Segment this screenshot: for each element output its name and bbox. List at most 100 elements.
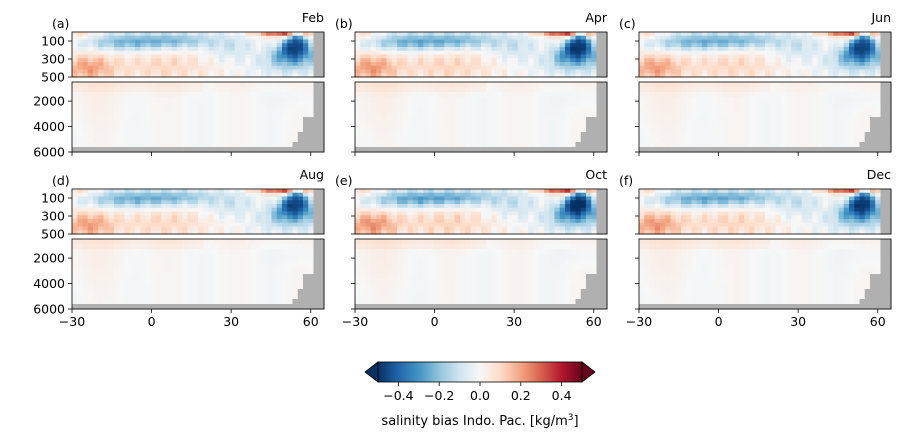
heatmap-cell — [502, 43, 508, 48]
heatmap-cell — [449, 47, 456, 52]
heatmap-cell — [454, 127, 461, 133]
heatmap-cell — [161, 117, 168, 123]
heatmap-cell — [129, 192, 136, 198]
heatmap-cell — [261, 215, 267, 220]
heatmap-cell — [161, 122, 168, 128]
heatmap-cell — [639, 147, 645, 153]
heatmap-cell — [796, 132, 803, 138]
heatmap-cell — [98, 204, 105, 209]
heatmap-cell — [203, 39, 210, 44]
heatmap-cell — [723, 137, 729, 143]
heatmap-cell — [460, 117, 466, 123]
heatmap-cell — [449, 35, 456, 41]
heatmap-cell — [156, 189, 162, 194]
heatmap-cell — [460, 147, 466, 153]
heatmap-cell — [192, 294, 199, 300]
heatmap-cell — [192, 73, 199, 78]
heatmap-cell — [145, 73, 152, 78]
heatmap-cell — [707, 132, 714, 138]
heatmap-cell — [691, 127, 698, 133]
heatmap-cell — [644, 32, 651, 37]
heatmap-cell — [182, 87, 189, 93]
heatmap-cell — [507, 117, 514, 123]
heatmap-cell — [875, 47, 882, 52]
heatmap-cell — [838, 43, 845, 48]
heatmap-cell — [203, 47, 210, 52]
heatmap-cell — [266, 254, 273, 260]
heatmap-cell — [843, 117, 850, 123]
heatmap-cell — [114, 200, 120, 205]
heatmap-cell — [817, 65, 824, 71]
heatmap-cell — [287, 207, 294, 213]
heatmap-cell — [702, 62, 708, 67]
heatmap-cell — [82, 219, 89, 224]
heatmap-cell — [161, 289, 168, 295]
heatmap-cell — [255, 97, 262, 103]
heatmap-cell — [675, 32, 682, 37]
heatmap-cell — [864, 43, 871, 48]
heatmap-cell — [282, 284, 288, 290]
heatmap-cell — [171, 211, 178, 216]
heatmap-cell — [370, 54, 377, 59]
heatmap-cell — [460, 92, 466, 98]
heatmap-cell — [796, 147, 803, 153]
heatmap-cell — [376, 73, 382, 78]
heatmap-cell — [177, 107, 183, 113]
heatmap-cell — [119, 54, 126, 59]
heatmap-cell — [533, 54, 540, 59]
lower-axes-frame — [354, 81, 608, 153]
heatmap-cell — [282, 279, 288, 285]
heatmap-cell — [570, 65, 577, 71]
heatmap-cell — [318, 39, 325, 44]
heatmap-cell — [72, 211, 78, 216]
heatmap-cell — [728, 58, 735, 63]
heatmap-cell — [376, 147, 382, 153]
heatmap-cell — [177, 200, 183, 205]
heatmap-cell — [72, 58, 78, 63]
heatmap-cell — [412, 69, 419, 74]
heatmap-cell — [454, 92, 461, 98]
heatmap-cell — [880, 137, 887, 143]
heatmap-cell — [114, 65, 120, 71]
heatmap-cell — [219, 117, 225, 123]
heatmap-cell — [565, 112, 571, 118]
heatmap-cell — [108, 274, 115, 280]
heatmap-cell — [502, 127, 508, 133]
heatmap-cell — [103, 200, 110, 205]
heatmap-cell — [885, 97, 892, 103]
heatmap-cell — [586, 97, 592, 103]
heatmap-cell — [554, 102, 561, 108]
heatmap-cell — [723, 87, 729, 93]
heatmap-cell — [759, 102, 766, 108]
heatmap-cell — [187, 58, 194, 63]
heatmap-cell — [213, 274, 220, 280]
heatmap-cell — [381, 73, 388, 78]
heatmap-cell — [187, 102, 194, 108]
heatmap-cell — [365, 58, 372, 63]
heatmap-cell — [418, 58, 424, 63]
heatmap-cell — [303, 127, 309, 133]
heatmap-cell — [402, 39, 409, 44]
heatmap-cell — [182, 196, 189, 201]
heatmap-cell — [470, 142, 477, 148]
heatmap-cell — [849, 35, 855, 41]
heatmap-cell — [108, 54, 115, 59]
heatmap-cell — [98, 244, 105, 250]
heatmap-cell — [744, 32, 750, 37]
heatmap-cell — [177, 69, 183, 74]
heatmap-cell — [570, 102, 577, 108]
heatmap-cell — [177, 87, 183, 93]
heatmap-cell — [465, 69, 472, 74]
heatmap-cell — [591, 43, 598, 48]
heatmap-cell — [82, 211, 89, 216]
heatmap-cell — [407, 112, 414, 118]
heatmap-cell — [644, 62, 651, 67]
heatmap-cell — [177, 122, 183, 128]
heatmap-cell — [192, 196, 199, 201]
heatmap-cell — [303, 294, 309, 300]
heatmap-cell — [261, 222, 267, 228]
heatmap-cell — [702, 73, 708, 78]
heatmap-cell — [454, 97, 461, 103]
heatmap-cell — [208, 102, 215, 108]
heatmap-cell — [528, 32, 535, 37]
